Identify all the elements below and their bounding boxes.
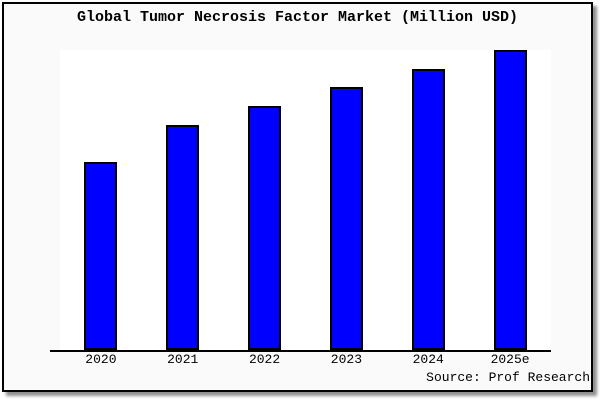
bar-2024 [412, 69, 445, 350]
bar-2023 [330, 87, 363, 350]
source-credit: Source: Prof Research [426, 370, 590, 385]
x-tick-label-2025e: 2025e [490, 352, 530, 367]
chart-title: Global Tumor Necrosis Factor Market (Mil… [76, 9, 519, 26]
x-tick-label-2024: 2024 [412, 352, 444, 367]
bar-2021 [166, 125, 199, 350]
bar-2022 [248, 106, 281, 350]
x-axis-line [50, 350, 551, 352]
x-tick-label-2022: 2022 [248, 352, 281, 367]
x-tick-label-2020: 2020 [85, 352, 117, 367]
x-axis-labels: 2020 2021 2022 2023 2024 2025e [60, 353, 551, 369]
x-tick-label-2021: 2021 [167, 352, 199, 367]
bar-2020 [84, 162, 117, 350]
chart-panel: Global Tumor Necrosis Factor Market (Mil… [2, 2, 593, 392]
plot-area [60, 50, 551, 350]
bar-2025e [494, 50, 527, 350]
x-tick-label-2023: 2023 [330, 352, 363, 367]
